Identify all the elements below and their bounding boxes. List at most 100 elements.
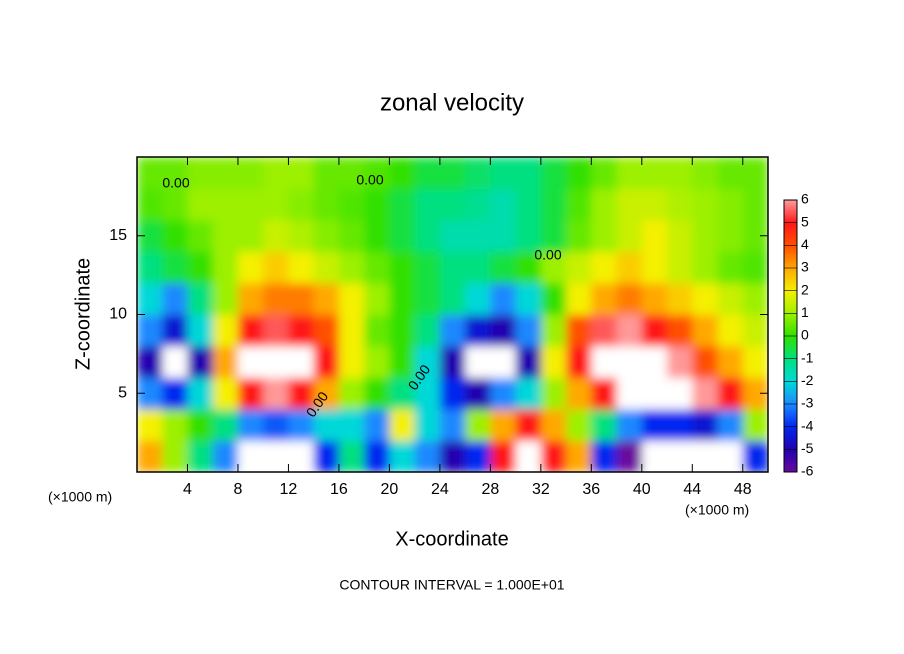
cell: [465, 251, 491, 284]
overlay: 0.00 0.000.000.000.004 8 12 16 20 24 28 32 36 40 44…: [109, 157, 814, 498]
cell: [742, 251, 768, 284]
cell: [338, 314, 365, 347]
cell: [263, 188, 289, 221]
cell: [389, 157, 416, 189]
cell: [414, 377, 441, 410]
colorbar-strip: [784, 295, 797, 298]
colorbar-strip: [784, 209, 797, 212]
colorbar-strip: [784, 315, 797, 319]
colorbar-strip: [784, 306, 797, 310]
cell: [162, 283, 188, 315]
cell: [465, 220, 491, 252]
cell: [742, 157, 768, 189]
cell: [313, 283, 340, 315]
colorbar-strip: [784, 424, 797, 428]
chart-title: zonal velocity: [380, 89, 524, 116]
cell: [515, 409, 542, 441]
colorbar-strip: [784, 256, 797, 260]
colorbar-strip: [784, 462, 797, 466]
cell: [137, 188, 163, 221]
colorbar-strip: [784, 456, 797, 459]
colorbar-strip: [784, 431, 797, 434]
cell: [717, 346, 744, 378]
colorbar-strip: [784, 231, 797, 235]
cell: [364, 346, 390, 378]
cell: [540, 440, 567, 472]
cell: [667, 440, 693, 472]
cell: [591, 157, 618, 189]
x-tick-label: 44: [683, 481, 701, 498]
cell: [439, 409, 466, 441]
cell: [591, 440, 618, 472]
cell: [717, 283, 744, 315]
cell: [162, 251, 188, 284]
colorbar-strip: [784, 238, 797, 242]
cell: [439, 157, 466, 189]
cell: [439, 346, 466, 378]
x-unit: (×1000 m): [685, 502, 749, 518]
cell: [566, 409, 592, 441]
colorbar-strip: [784, 331, 797, 335]
cell: [263, 346, 289, 378]
cell: [338, 220, 365, 252]
cell: [641, 157, 668, 189]
colorbar-tick-label: 4: [801, 236, 809, 252]
colorbar-strip: [784, 224, 797, 228]
colorbar-strip: [784, 234, 797, 237]
cell: [540, 409, 567, 441]
colorbar-strip: [784, 363, 797, 366]
cell: [187, 283, 214, 315]
cell: [566, 157, 592, 189]
cell: [742, 440, 768, 472]
cell: [137, 283, 163, 315]
cell: [616, 409, 643, 441]
colorbar-strip: [784, 453, 797, 457]
cell: [490, 188, 517, 221]
cell: [540, 314, 567, 347]
cell: [212, 440, 239, 472]
cell: [263, 440, 289, 472]
cell: [465, 377, 491, 410]
colorbar-strip: [784, 227, 797, 230]
cell: [212, 157, 239, 189]
cell: [288, 220, 315, 252]
cell: [162, 409, 188, 441]
cell: [439, 314, 466, 347]
colorbar-strip: [784, 399, 797, 403]
cell: [742, 283, 768, 315]
colorbar-strip: [784, 460, 797, 464]
cell: [288, 283, 315, 315]
cell: [616, 188, 643, 221]
cell: [465, 157, 491, 189]
cell: [212, 346, 239, 378]
colorbar-strip: [784, 220, 797, 224]
cell: [288, 314, 315, 347]
cell: [515, 251, 542, 284]
cell: [591, 188, 618, 221]
cell: [439, 188, 466, 221]
colorbar-strip: [784, 311, 797, 314]
cell: [591, 377, 618, 410]
colorbar-tick-label: 2: [801, 281, 809, 297]
cell: [616, 283, 643, 315]
colorbar-strip: [784, 243, 797, 246]
cell: [162, 220, 188, 252]
cell: [465, 188, 491, 221]
cell: [237, 188, 264, 221]
cell: [187, 188, 214, 221]
y-tick-label: 15: [109, 227, 127, 244]
colorbar-tick-label: -5: [801, 440, 814, 456]
cell: [667, 188, 693, 221]
cell: [717, 220, 744, 252]
colorbar-strip: [784, 356, 797, 360]
cell: [338, 188, 365, 221]
colorbar-strip: [784, 419, 797, 423]
colorbar-strip: [784, 245, 797, 248]
colorbar-strip: [784, 263, 797, 267]
cell: [540, 283, 567, 315]
cell: [237, 346, 264, 378]
cell: [364, 251, 390, 284]
cell: [667, 283, 693, 315]
cell: [237, 157, 264, 189]
